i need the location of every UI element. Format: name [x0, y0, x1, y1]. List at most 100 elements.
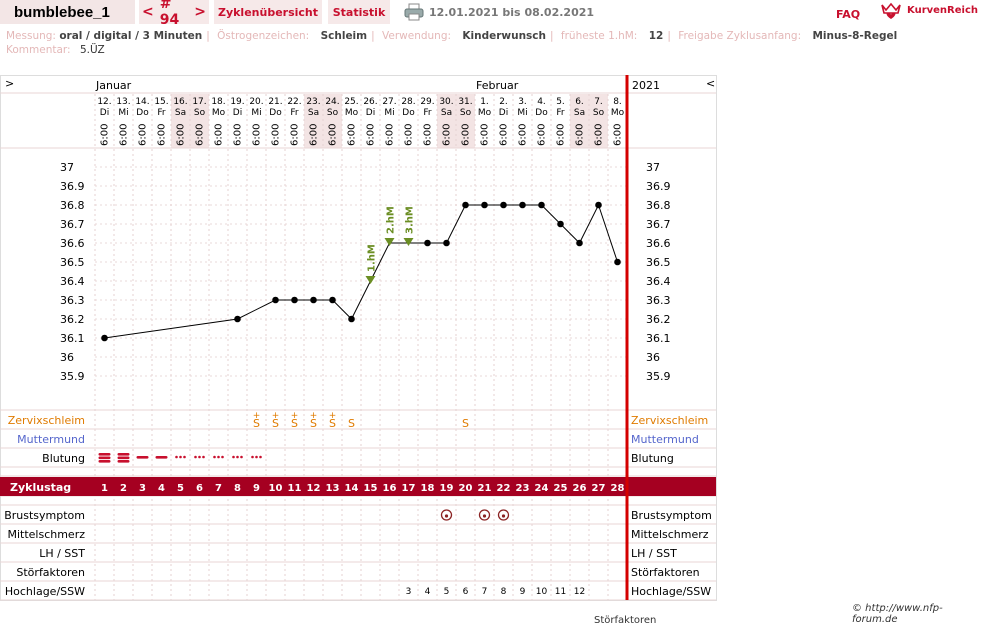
cycle-day-number: 13 — [326, 483, 340, 494]
cycle-day-number: 28 — [611, 483, 625, 494]
hochlage-row-label-right: Hochlage/SSW — [631, 585, 711, 598]
temperature-point[interactable] — [272, 296, 279, 304]
cycle-day-number: 14 — [345, 483, 359, 494]
temperature-point[interactable] — [424, 239, 431, 247]
y-tick-label-right: 36 — [646, 351, 660, 364]
temperature-point[interactable] — [234, 315, 241, 323]
weekday-label: Do — [402, 108, 415, 118]
cycle-day-number: 4 — [158, 483, 165, 494]
temperature-point[interactable] — [481, 201, 488, 209]
messung-label: Messung: — [6, 30, 56, 42]
weekday-label: Fr — [423, 108, 432, 118]
next-cycle-button[interactable]: > — [194, 4, 206, 20]
zyklustag-band — [0, 477, 716, 496]
date-label: 29. — [420, 97, 434, 107]
date-label: 17. — [192, 97, 206, 107]
temperature-point[interactable] — [595, 201, 602, 209]
temperature-point[interactable] — [462, 201, 469, 209]
cycle-day-number: 18 — [421, 483, 435, 494]
date-label: 15. — [154, 97, 168, 107]
hm-label: 2.hM — [386, 206, 397, 234]
date-label: 8. — [613, 97, 622, 107]
bleeding-light-mark — [217, 455, 220, 459]
cycle-day-number: 8 — [234, 483, 241, 494]
y-tick-label-right: 36.5 — [646, 256, 671, 269]
bleeding-light-mark — [179, 455, 182, 459]
temperature-point[interactable] — [329, 296, 336, 304]
tab-statistik[interactable]: Statistik — [328, 0, 390, 24]
logo-text[interactable]: KurvenReich — [907, 5, 979, 16]
temperature-point[interactable] — [576, 239, 583, 247]
time-label: 6:00 — [138, 124, 149, 146]
y-tick-label-right: 36.6 — [646, 237, 671, 250]
y-tick-label-right: 36.7 — [646, 218, 671, 231]
y-tick-label-right: 36.9 — [646, 180, 671, 193]
y-tick-label: 36 — [60, 351, 74, 364]
cycle-day-number: 10 — [269, 483, 283, 494]
temperature-point[interactable] — [348, 315, 355, 323]
blutung-row-label: Blutung — [42, 452, 85, 465]
cycle-number: # 94 — [159, 0, 180, 28]
bleeding-heavy-mark — [98, 460, 111, 463]
y-tick-label: 36.6 — [60, 237, 85, 250]
bleeding-heavy-mark — [117, 453, 130, 456]
cycle-day-number: 23 — [516, 483, 530, 494]
breast-symptom-dot — [482, 514, 487, 518]
weekday-label: Mo — [478, 108, 492, 118]
time-label: 6:00 — [290, 124, 301, 146]
weekday-label: Di — [100, 108, 109, 118]
prev-cycle-button[interactable]: < — [142, 4, 154, 20]
weekend-shade — [304, 94, 323, 148]
y-tick-label-right: 35.9 — [646, 370, 671, 383]
hochlage-number: 4 — [425, 587, 431, 597]
meta-separator: | — [206, 30, 210, 42]
temperature-point[interactable] — [101, 334, 108, 342]
weekend-shade — [456, 94, 475, 148]
y-tick-label-right: 37 — [646, 161, 660, 174]
mittelschmerz-row-label: Mittelschmerz — [7, 528, 85, 541]
date-range: 12.01.2021 bis 08.02.2021 — [429, 6, 595, 19]
bleeding-light-mark — [175, 455, 178, 459]
date-label: 22. — [287, 97, 301, 107]
y-tick-label-right: 36.8 — [646, 199, 671, 212]
temperature-point[interactable] — [519, 201, 526, 209]
muttermund-row-label: Muttermund — [17, 433, 85, 446]
bleeding-light-mark — [259, 455, 262, 459]
breast-symptom-icon — [478, 509, 491, 521]
temperature-point[interactable] — [538, 201, 545, 209]
time-label: 6:00 — [518, 124, 529, 146]
time-label: 6:00 — [575, 124, 586, 146]
temperature-point[interactable] — [557, 220, 564, 228]
temperature-point[interactable] — [291, 296, 298, 304]
cycle-title: bumblebee_1 — [0, 0, 135, 24]
weekday-label: Mo — [345, 108, 359, 118]
weekday-label: Fr — [157, 108, 166, 118]
temperature-point[interactable] — [614, 258, 621, 266]
cycle-day-number: 9 — [253, 483, 260, 494]
date-label: 26. — [363, 97, 377, 107]
faq-link[interactable]: FAQ — [836, 8, 861, 21]
zervix-symbol: S — [291, 417, 298, 430]
zervix-plus: + — [253, 411, 261, 421]
tab-zyklenuebersicht[interactable]: Zyklenübersicht — [214, 0, 322, 24]
date-label: 7. — [594, 97, 603, 107]
date-label: 21. — [268, 97, 282, 107]
bleeding-light-mark — [202, 455, 205, 459]
breast-symptom-icon — [440, 509, 453, 521]
expand-left-button[interactable]: > — [5, 77, 14, 90]
date-label: 20. — [249, 97, 263, 107]
oestrogen-value: Schleim — [320, 30, 368, 42]
printer-icon[interactable] — [404, 3, 424, 21]
comment-line: Kommentar: 5.ÜZ — [6, 44, 105, 56]
messung-value: oral / digital / 3 Minuten — [59, 30, 203, 42]
cycle-day-number: 15 — [364, 483, 378, 494]
expand-right-button[interactable]: < — [706, 77, 715, 90]
temperature-point[interactable] — [310, 296, 317, 304]
freigabe-label: Freigabe Zyklusanfang: — [678, 30, 802, 42]
temperature-point[interactable] — [443, 239, 450, 247]
temperature-point[interactable] — [500, 201, 507, 209]
zervix-plus: + — [272, 411, 280, 421]
y-tick-label: 35.9 — [60, 370, 85, 383]
chart-frame — [0, 75, 717, 601]
meta-separator: | — [371, 30, 375, 42]
